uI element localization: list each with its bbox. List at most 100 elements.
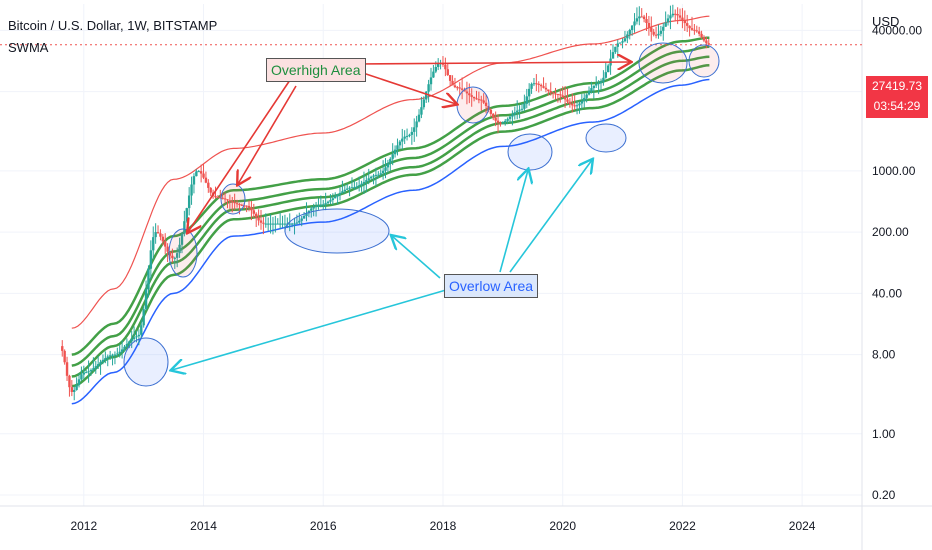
candle-body	[338, 192, 342, 195]
candle-body	[678, 15, 682, 18]
candle-body	[164, 241, 167, 247]
candle-body	[575, 105, 579, 107]
candle-body	[331, 198, 335, 201]
candle-body	[662, 26, 665, 31]
candle-body	[697, 31, 701, 34]
candle-body	[585, 94, 588, 98]
candle-body	[391, 154, 394, 159]
candle-body	[506, 118, 509, 121]
candle-body	[386, 163, 390, 168]
candle-body	[85, 372, 88, 374]
candle-body	[527, 88, 531, 97]
candle-body	[216, 197, 220, 199]
candle-body	[671, 13, 675, 16]
candle-body	[125, 343, 129, 347]
candle-body	[571, 103, 574, 106]
candle-body	[144, 289, 148, 310]
price-candles	[61, 4, 710, 401]
candle-body	[310, 208, 313, 211]
candle-body	[113, 354, 117, 356]
candle-body	[410, 131, 414, 135]
candle-body	[228, 200, 232, 202]
overhigh-arrow	[353, 62, 630, 64]
indicator-name: SWMA	[8, 40, 49, 55]
candle-body	[702, 37, 706, 41]
candle-body	[480, 99, 483, 101]
candle-body	[626, 34, 629, 39]
candle-body	[551, 92, 555, 94]
candle-body	[451, 80, 454, 86]
candle-body	[499, 122, 502, 124]
candle-body	[154, 232, 157, 238]
x-tick-label: 2020	[549, 519, 576, 533]
candle-body	[92, 368, 95, 370]
candle-body	[298, 220, 301, 223]
candle-body	[429, 77, 433, 85]
candle-body	[293, 223, 296, 225]
candle-body	[477, 99, 481, 101]
green-band-3-line	[71, 55, 710, 378]
candle-body	[183, 221, 186, 234]
overlow-arrow	[499, 170, 528, 273]
candle-body	[149, 250, 153, 269]
overlow-arrow	[392, 236, 441, 279]
candle-body	[204, 177, 208, 183]
candle-body	[106, 356, 109, 359]
candle-body	[61, 346, 64, 351]
candle-body	[180, 233, 184, 245]
candle-body	[159, 233, 162, 237]
candle-body	[621, 41, 624, 43]
candle-body	[96, 364, 100, 367]
candle-body	[250, 207, 253, 211]
overhigh-zone	[456, 86, 490, 124]
candle-body	[264, 223, 267, 225]
candle-body	[559, 94, 562, 96]
candle-body	[676, 14, 679, 16]
candle-body	[360, 183, 363, 186]
x-tick-label: 2014	[190, 519, 217, 533]
candle-body	[403, 136, 406, 139]
candle-body	[472, 96, 476, 99]
candle-body	[171, 255, 174, 259]
candle-body	[101, 359, 105, 362]
candle-body	[152, 237, 155, 251]
candle-body	[525, 96, 528, 104]
y-tick-label: 200.00	[872, 225, 909, 239]
candle-body	[336, 194, 339, 197]
candle-body	[82, 372, 86, 375]
candle-body	[566, 99, 569, 102]
candle-body	[583, 97, 586, 102]
candle-body	[396, 145, 399, 150]
candle-body	[168, 251, 172, 256]
candle-body	[111, 354, 114, 356]
candle-body	[77, 379, 81, 386]
candle-body	[592, 85, 596, 89]
candle-body	[276, 223, 279, 225]
candle-body	[508, 116, 512, 119]
candle-body	[341, 191, 344, 193]
candle-body	[573, 105, 576, 107]
candle-body	[494, 117, 497, 121]
candle-body	[561, 95, 564, 98]
candle-body	[369, 176, 373, 179]
candle-body	[70, 387, 74, 392]
candle-body	[192, 176, 196, 185]
candle-body	[415, 121, 418, 128]
candle-body	[635, 18, 639, 22]
candle-body	[166, 246, 169, 252]
overlow-arrow	[172, 289, 447, 370]
y-tick-label: 0.20	[872, 488, 896, 502]
candle-body	[568, 101, 572, 104]
candle-body	[633, 21, 636, 26]
y-tick-label: 1000.00	[872, 164, 916, 178]
candle-body	[173, 257, 176, 259]
x-tick-label: 2016	[310, 519, 337, 533]
candle-body	[683, 20, 687, 24]
candle-body	[314, 205, 318, 207]
candle-body	[63, 350, 66, 363]
candle-body	[384, 167, 387, 171]
candle-body	[578, 103, 581, 106]
candle-body	[161, 236, 165, 242]
